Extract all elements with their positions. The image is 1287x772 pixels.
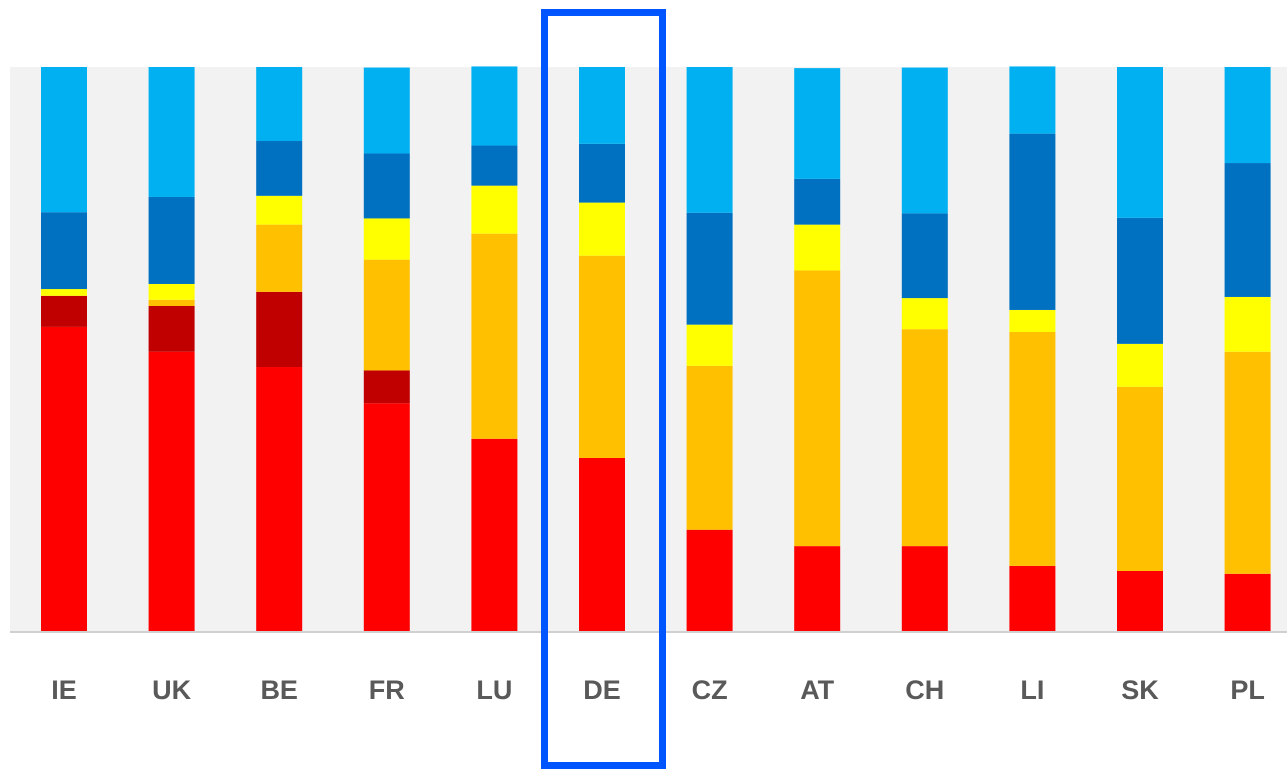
x-tick-label: IE [51, 675, 77, 705]
bar-segment [686, 67, 733, 213]
bar-segment [579, 457, 625, 632]
x-tick-label: BE [260, 675, 298, 705]
bar-segment [471, 66, 518, 146]
bar-segment [363, 259, 410, 371]
bar-segment [256, 367, 303, 632]
bar-segment [579, 202, 625, 256]
bar-segment [1009, 133, 1056, 310]
bar-segment [1117, 217, 1163, 344]
bar-segment [686, 365, 733, 530]
bar-segment [363, 67, 410, 154]
x-tick-label: LI [1020, 675, 1044, 705]
bar-segment [1224, 163, 1271, 297]
bar-segment [148, 196, 195, 284]
x-tick-label: AT [800, 675, 834, 705]
bars [41, 66, 1271, 632]
bar-segment [1009, 309, 1056, 332]
bar-segment [686, 212, 733, 325]
bar-segment [471, 145, 518, 186]
bar-segment [901, 329, 948, 547]
x-tick-label: UK [152, 675, 191, 705]
bar-segment [901, 546, 948, 632]
x-tick-label: PL [1230, 675, 1265, 705]
bar-segment [363, 153, 410, 219]
x-tick-label: SK [1121, 675, 1159, 705]
bar-segment [1117, 343, 1163, 387]
bar-segment [148, 67, 195, 197]
bar-segment [256, 195, 303, 225]
bar-segment [1009, 565, 1056, 632]
bar-segment [363, 370, 410, 404]
bar-segment [901, 298, 948, 330]
bar-segment [363, 403, 410, 632]
x-tick-label: LU [476, 675, 512, 705]
bar-segment [471, 438, 518, 632]
bar-segment [1224, 351, 1271, 574]
bar-segment [1117, 570, 1163, 632]
bar-segment [794, 546, 841, 632]
bar-segment [901, 213, 948, 299]
bar-segment [1009, 331, 1056, 566]
bar-segment [148, 299, 195, 306]
bar-segment [256, 291, 303, 368]
bar-segment [256, 224, 303, 292]
bar-segment [686, 529, 733, 632]
bar-segment [1117, 67, 1163, 218]
bar-segment [41, 326, 87, 632]
bar-segment [579, 143, 625, 203]
bar-segment [901, 67, 948, 214]
bar-segment [148, 305, 195, 352]
bar-segment [1224, 296, 1271, 352]
bar-segment [363, 218, 410, 260]
bar-segment [471, 233, 518, 439]
bar-segment [794, 270, 841, 547]
bar-segment [256, 141, 303, 196]
bar-segment [41, 67, 87, 213]
bar-segment [1117, 386, 1163, 571]
bar-segment [41, 212, 87, 290]
bar-segment [148, 283, 195, 300]
bar-segment [256, 67, 303, 142]
bar-segment [41, 295, 87, 327]
bar-segment [1224, 67, 1271, 164]
bar-segment [794, 224, 841, 271]
bar-segment [686, 324, 733, 366]
bar-segment [794, 178, 841, 225]
bar-segment [1009, 66, 1056, 134]
plot-background [10, 67, 1287, 632]
bar-segment [41, 289, 87, 296]
bar-segment [794, 68, 841, 179]
bar-segment [1224, 573, 1271, 632]
x-tick-label: CH [905, 675, 944, 705]
bar-segment [471, 185, 518, 234]
bar-segment [579, 255, 625, 458]
x-tick-label: CZ [692, 675, 728, 705]
bar-segment [148, 351, 195, 632]
highlight-box [541, 9, 666, 769]
x-tick-label: FR [369, 675, 405, 705]
bar-segment [579, 67, 625, 144]
x-tick-label: DE [583, 675, 621, 705]
